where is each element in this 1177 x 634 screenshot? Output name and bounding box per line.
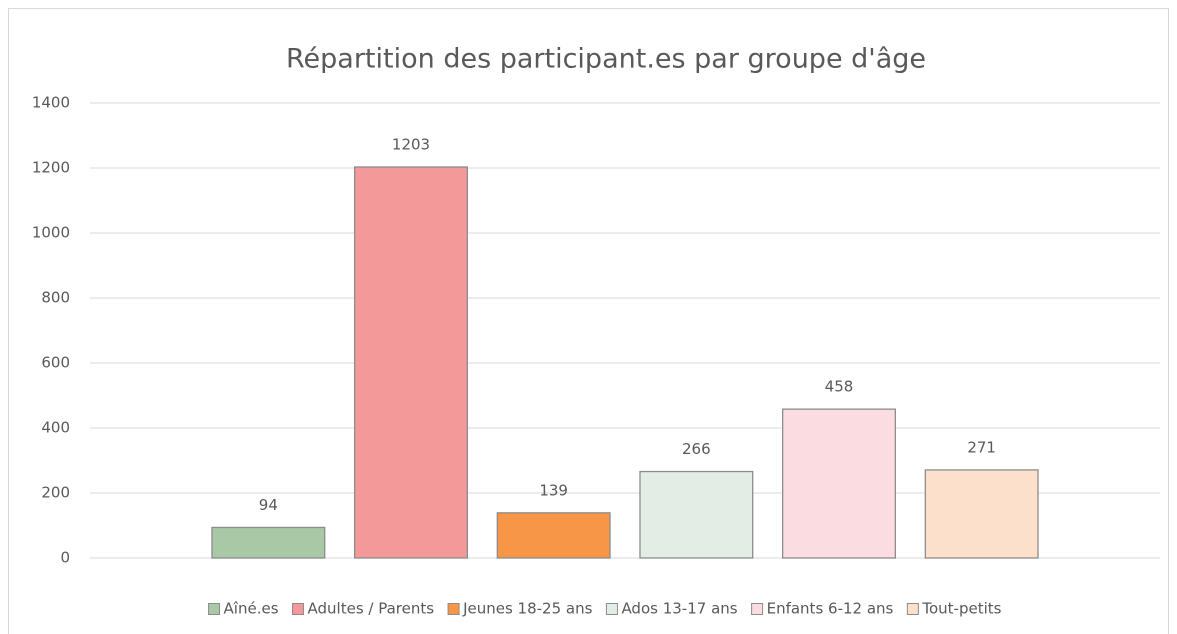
legend-label: Ados 13-17 ans bbox=[621, 600, 737, 618]
legend-label: Jeunes 18-25 ans bbox=[462, 600, 593, 618]
y-tick-label: 1200 bbox=[32, 159, 70, 177]
data-label: 1203 bbox=[392, 136, 430, 154]
data-label: 458 bbox=[825, 378, 854, 396]
y-tick-label: 800 bbox=[41, 289, 70, 307]
legend-swatch bbox=[292, 603, 305, 615]
chart-title: Répartition des participant.es par group… bbox=[286, 44, 926, 75]
legend-label: Tout-petits bbox=[921, 600, 1001, 618]
legend-label: Enfants 6-12 ans bbox=[767, 600, 894, 618]
bar bbox=[924, 469, 1039, 559]
data-label: 94 bbox=[259, 496, 278, 514]
legend-label: Adultes / Parents bbox=[308, 600, 435, 618]
y-tick-label: 200 bbox=[41, 484, 70, 502]
legend-swatch bbox=[751, 603, 764, 615]
legend-swatch bbox=[605, 603, 618, 615]
y-tick-label: 0 bbox=[60, 549, 70, 567]
bar bbox=[496, 512, 611, 559]
legend-swatch bbox=[906, 603, 919, 615]
y-tick-label: 1000 bbox=[32, 224, 70, 242]
bar bbox=[639, 470, 754, 559]
bar bbox=[781, 408, 897, 559]
legend-swatch bbox=[208, 603, 221, 615]
legend-label: Aîné.es bbox=[224, 600, 279, 618]
legend-swatch bbox=[447, 603, 460, 615]
y-tick-label: 400 bbox=[41, 419, 70, 437]
data-label: 139 bbox=[539, 481, 568, 499]
y-tick-label: 1400 bbox=[32, 94, 70, 112]
y-tick-label: 600 bbox=[41, 354, 70, 372]
data-label: 271 bbox=[967, 438, 996, 456]
bar bbox=[353, 166, 469, 559]
bar bbox=[211, 526, 326, 559]
data-label: 266 bbox=[682, 440, 711, 458]
